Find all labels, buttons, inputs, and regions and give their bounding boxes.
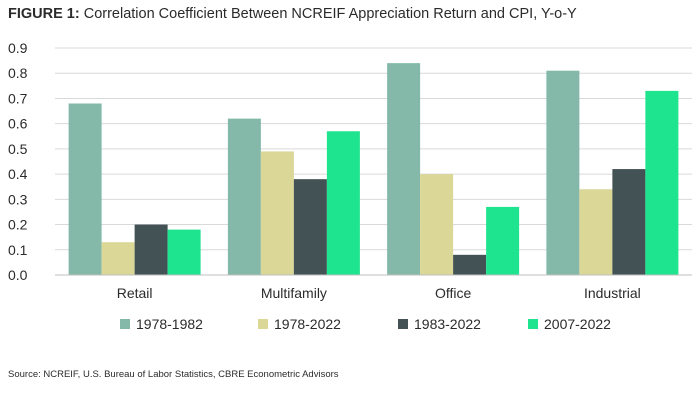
y-tick-label: 0.0 [8,267,28,283]
legend-label: 1978-1982 [136,316,203,332]
y-tick-label: 0.1 [8,242,28,258]
bar-office-1978-2022 [420,174,454,275]
legend-label: 1983-2022 [414,316,481,332]
bar-retail-1978-2022 [101,242,135,275]
legend-swatch [398,319,408,329]
y-tick-label: 0.7 [8,90,28,106]
figure-label: FIGURE 1: [8,6,80,22]
bar-office-1983-2022 [453,254,487,275]
y-tick-label: 0.5 [8,141,28,157]
y-tick-label: 0.9 [8,40,28,56]
x-tick-label-office: Office [435,285,472,301]
bar-office-2007-2022 [486,206,520,275]
bar-multifamily-1978-1982 [227,118,261,275]
bars [68,63,679,276]
legend-item-1978-1982: 1978-1982 [120,316,203,332]
legend-label: 2007-2022 [544,316,611,332]
bar-office-1978-1982 [387,63,421,276]
chart-title: FIGURE 1: Correlation Coefficient Betwee… [8,6,577,22]
bar-industrial-1978-2022 [579,189,613,275]
legend-swatch [258,319,268,329]
x-tick-label-industrial: Industrial [584,285,641,301]
bar-industrial-1983-2022 [612,169,646,275]
bar-retail-1978-1982 [68,103,102,275]
bar-retail-2007-2022 [167,229,201,275]
legend: 1978-1982 1978-2022 1983-2022 2007-2022 [0,316,700,340]
y-tick-label: 0.2 [8,217,28,233]
legend-swatch [120,319,130,329]
legend-item-2007-2022: 2007-2022 [528,316,611,332]
x-axis-labels: Retail Multifamily Office Industrial [117,285,641,301]
legend-label: 1978-2022 [274,316,341,332]
bar-industrial-2007-2022 [645,90,679,275]
figure-title-text: Correlation Coefficient Between NCREIF A… [79,6,577,22]
legend-item-1983-2022: 1983-2022 [398,316,481,332]
bar-chart: 0.0 0.1 0.2 0.3 0.4 0.5 0.6 0.7 0.8 0.9 Retail Mul… [8,40,692,301]
y-axis-ticks: 0.0 0.1 0.2 0.3 0.4 0.5 0.6 0.7 0.8 0.9 [8,40,28,283]
x-tick-label-multifamily: Multifamily [261,285,327,301]
y-tick-label: 0.8 [8,65,28,81]
y-tick-label: 0.6 [8,116,28,132]
y-tick-label: 0.3 [8,191,28,207]
legend-swatch [528,319,538,329]
bar-retail-1983-2022 [134,224,168,275]
bar-multifamily-2007-2022 [326,131,360,275]
y-tick-label: 0.4 [8,166,28,182]
bar-multifamily-1983-2022 [293,179,327,275]
bar-multifamily-1978-2022 [260,151,294,275]
bar-industrial-1978-1982 [546,70,580,275]
source-note: Source: NCREIF, U.S. Bureau of Labor Sta… [8,369,339,380]
legend-item-1978-2022: 1978-2022 [258,316,341,332]
x-tick-label-retail: Retail [117,285,153,301]
